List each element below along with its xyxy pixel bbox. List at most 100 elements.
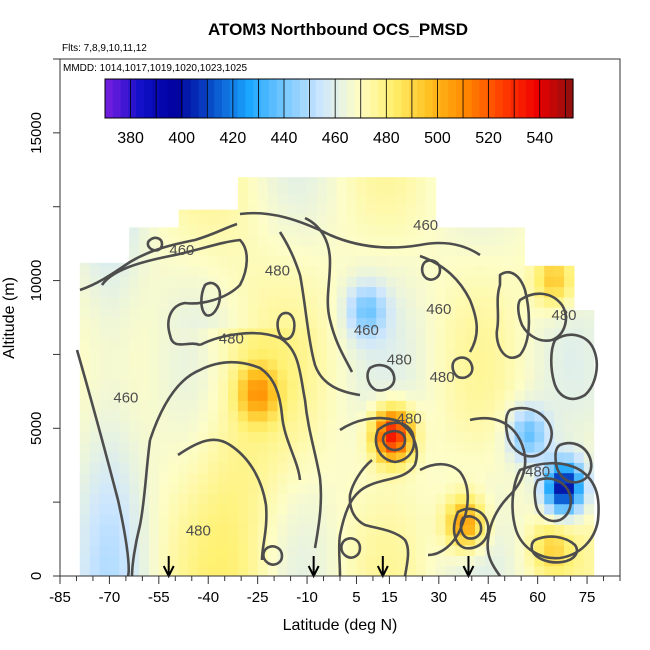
heatmap-cell: [139, 265, 150, 277]
heatmap-cell: [257, 286, 269, 298]
heatmap-cell: [228, 265, 239, 277]
heatmap-cell: [198, 234, 209, 246]
heatmap-cell: [455, 441, 466, 453]
heatmap-cell: [415, 276, 427, 288]
heatmap-cell: [158, 276, 170, 288]
heatmap-cell: [484, 410, 496, 422]
y-tick-label: 0: [28, 572, 45, 580]
heatmap-cell: [287, 503, 298, 515]
heatmap-cell: [514, 493, 526, 505]
heatmap-cell: [346, 513, 358, 525]
x-tick-label: 75: [579, 589, 596, 606]
heatmap-cell: [366, 193, 377, 205]
heatmap-cell: [425, 389, 437, 401]
heatmap-cell: [287, 420, 298, 432]
heatmap-cell: [188, 420, 199, 432]
heatmap-cell: [396, 358, 407, 370]
heatmap-cell: [475, 462, 486, 474]
heatmap-cell: [148, 410, 160, 422]
heatmap-cell: [237, 472, 249, 484]
heatmap-cell: [573, 310, 585, 319]
heatmap-cell: [208, 565, 219, 576]
heatmap-cell: [326, 214, 338, 226]
heatmap-cell: [415, 472, 427, 484]
heatmap-cell: [208, 265, 219, 277]
heatmap-cell: [326, 338, 338, 350]
heatmap-cell: [89, 534, 101, 546]
heatmap-cell: [307, 369, 318, 381]
heatmap-cell: [494, 565, 506, 576]
heatmap-cell: [336, 177, 348, 184]
heatmap-cell: [445, 513, 456, 525]
heatmap-cell: [247, 296, 259, 308]
heatmap-cell: [198, 544, 209, 556]
heatmap-cell: [445, 389, 456, 401]
heatmap-cell: [297, 177, 308, 184]
heatmap-cell: [218, 307, 229, 319]
heatmap-cell: [326, 431, 338, 443]
x-tick-label: -40: [197, 589, 219, 606]
heatmap-cell: [307, 420, 318, 432]
heatmap-cell: [297, 203, 308, 215]
heatmap-cell: [435, 410, 447, 422]
heatmap-cell: [386, 565, 397, 576]
heatmap-cell: [376, 245, 387, 257]
heatmap-cell: [484, 493, 496, 505]
heatmap-cell: [247, 317, 259, 329]
heatmap-cell: [524, 389, 535, 401]
heatmap-cell: [465, 234, 476, 246]
heatmap-cell: [376, 379, 387, 391]
heatmap-cell: [326, 565, 338, 576]
heatmap-cell: [139, 348, 150, 360]
heatmap-cell: [366, 524, 377, 536]
heatmap-cell: [504, 358, 516, 370]
heatmap-cell: [583, 493, 595, 505]
heatmap-cell: [494, 534, 506, 546]
heatmap-cell: [366, 245, 377, 257]
colorbar-segment: [346, 79, 356, 118]
heatmap-cell: [257, 276, 269, 288]
heatmap-cell: [544, 348, 555, 360]
colorbar-segment: [315, 79, 324, 118]
heatmap-cell: [366, 472, 377, 484]
contour-small-8: [262, 545, 284, 566]
heatmap-cell: [139, 524, 150, 536]
heatmap-cell: [297, 513, 308, 525]
heatmap-cell: [326, 193, 338, 205]
heatmap-cell: [316, 193, 328, 205]
heatmap-cell: [257, 338, 269, 350]
heatmap-cell: [554, 348, 565, 360]
heatmap-cell: [475, 379, 486, 391]
heatmap-cell: [247, 338, 259, 350]
heatmap-cell: [336, 534, 348, 546]
heatmap-cell: [237, 286, 249, 298]
heatmap-cell: [346, 410, 358, 422]
heatmap-cell: [139, 420, 150, 432]
heatmap-cell: [168, 296, 180, 308]
heatmap-cell: [336, 296, 348, 308]
heatmap-cell: [148, 482, 160, 494]
heatmap-cell: [366, 358, 377, 370]
colorbar-segment: [183, 79, 192, 118]
heatmap-cell: [484, 276, 496, 288]
heatmap-cell: [168, 451, 180, 463]
heatmap-cell: [435, 534, 447, 546]
heatmap-cell: [178, 431, 190, 443]
contour-480-low-east: [530, 535, 579, 564]
heatmap-cell: [326, 183, 338, 195]
heatmap-cell: [484, 451, 496, 463]
heatmap-cell: [247, 555, 259, 567]
heatmap-cell: [148, 379, 160, 391]
heatmap-cell: [267, 503, 279, 515]
heatmap-cell: [129, 451, 140, 463]
heatmap-cell: [218, 420, 229, 432]
heatmap-cell: [336, 410, 348, 422]
heatmap-cell: [178, 482, 190, 494]
heatmap-cell: [494, 348, 506, 360]
heatmap-cell: [119, 420, 130, 432]
heatmap-cell: [277, 565, 288, 576]
heatmap-cell: [494, 493, 506, 505]
heatmap-cell: [148, 296, 160, 308]
heatmap-cell: [455, 544, 466, 556]
heatmap-cell: [445, 307, 456, 319]
